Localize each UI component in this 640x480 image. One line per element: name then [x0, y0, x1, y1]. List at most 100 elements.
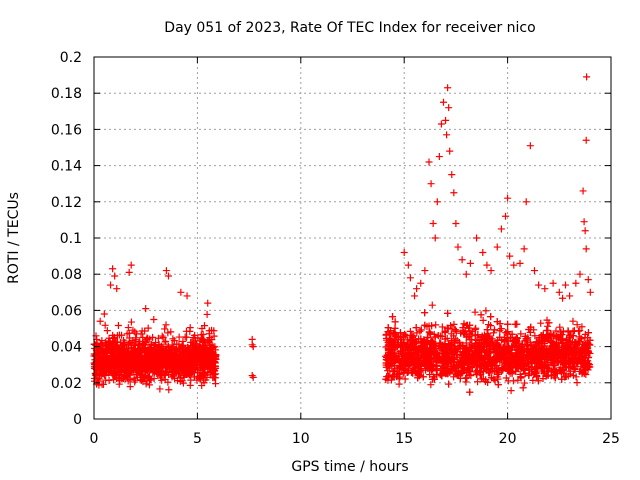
data-point	[105, 346, 113, 354]
data-point	[453, 371, 461, 379]
data-point	[573, 321, 581, 329]
data-point	[204, 299, 212, 307]
data-point	[387, 355, 395, 363]
data-point	[460, 355, 468, 363]
data-point	[390, 373, 398, 381]
data-point	[406, 349, 414, 357]
data-point	[425, 328, 433, 336]
data-point	[509, 377, 517, 385]
data-point	[471, 353, 479, 361]
data-point	[451, 346, 459, 354]
data-point	[198, 324, 206, 332]
data-point	[532, 370, 540, 378]
data-point	[559, 347, 567, 355]
data-point	[425, 360, 433, 368]
y-tick-label: 0.14	[51, 159, 82, 175]
data-point	[114, 345, 122, 353]
data-point	[138, 352, 146, 360]
data-point	[585, 340, 593, 348]
data-point	[101, 321, 109, 329]
data-point	[579, 187, 587, 195]
data-point	[110, 333, 118, 341]
data-point	[517, 373, 525, 381]
data-point	[479, 316, 487, 324]
data-point	[445, 380, 453, 388]
data-point	[162, 337, 170, 345]
data-point	[543, 334, 551, 342]
data-point	[182, 354, 190, 362]
data-point	[167, 328, 175, 336]
data-point	[409, 338, 417, 346]
data-point	[177, 288, 185, 296]
data-point	[127, 318, 135, 326]
data-point	[128, 348, 136, 356]
data-point	[438, 332, 446, 340]
data-point	[161, 376, 169, 384]
data-point	[482, 307, 490, 315]
data-point	[522, 198, 530, 206]
data-point	[560, 342, 568, 350]
data-point	[132, 336, 140, 344]
data-point	[466, 259, 474, 267]
data-point	[450, 189, 458, 197]
data-point	[416, 327, 424, 335]
data-point	[155, 341, 163, 349]
data-point	[168, 341, 176, 349]
data-point	[554, 358, 562, 366]
data-point	[444, 360, 452, 368]
data-point	[396, 348, 404, 356]
data-point	[452, 220, 460, 228]
data-point	[460, 329, 468, 337]
data-point	[485, 332, 493, 340]
data-point	[389, 367, 397, 375]
data-point	[493, 318, 501, 326]
data-point	[521, 337, 529, 345]
data-point	[547, 372, 555, 380]
data-point	[123, 350, 131, 358]
data-point	[573, 379, 581, 387]
data-point	[389, 372, 397, 380]
data-point	[174, 354, 182, 362]
data-point	[564, 327, 572, 335]
data-point	[437, 120, 445, 128]
data-point	[110, 376, 118, 384]
data-point	[391, 359, 399, 367]
data-point	[142, 305, 150, 313]
data-point	[168, 373, 176, 381]
data-point	[171, 347, 179, 355]
data-point	[435, 153, 443, 161]
data-point	[474, 341, 482, 349]
data-point	[417, 279, 425, 287]
data-point	[477, 311, 485, 319]
data-point	[406, 274, 414, 282]
data-point	[144, 335, 152, 343]
data-point	[384, 328, 392, 336]
data-point	[173, 369, 181, 377]
data-point	[539, 331, 547, 339]
y-tick-label: 0.1	[60, 231, 82, 247]
data-point	[507, 352, 515, 360]
data-point	[431, 333, 439, 341]
data-point	[113, 357, 121, 365]
data-point	[150, 341, 158, 349]
data-point	[535, 281, 543, 289]
data-point	[397, 361, 405, 369]
data-point	[171, 364, 179, 372]
data-point	[479, 248, 487, 256]
data-point	[496, 333, 504, 341]
data-point	[525, 326, 533, 334]
data-point	[412, 324, 420, 332]
data-point	[162, 321, 170, 329]
data-point	[202, 376, 210, 384]
data-point	[400, 248, 408, 256]
data-point	[154, 368, 162, 376]
data-point	[487, 341, 495, 349]
data-point	[194, 369, 202, 377]
data-point	[103, 352, 111, 360]
data-point	[385, 362, 393, 370]
data-point	[493, 362, 501, 370]
x-tick-label: 20	[499, 431, 517, 447]
data-point	[401, 375, 409, 383]
x-axis-label: GPS time / hours	[291, 459, 408, 475]
data-point	[516, 259, 524, 267]
